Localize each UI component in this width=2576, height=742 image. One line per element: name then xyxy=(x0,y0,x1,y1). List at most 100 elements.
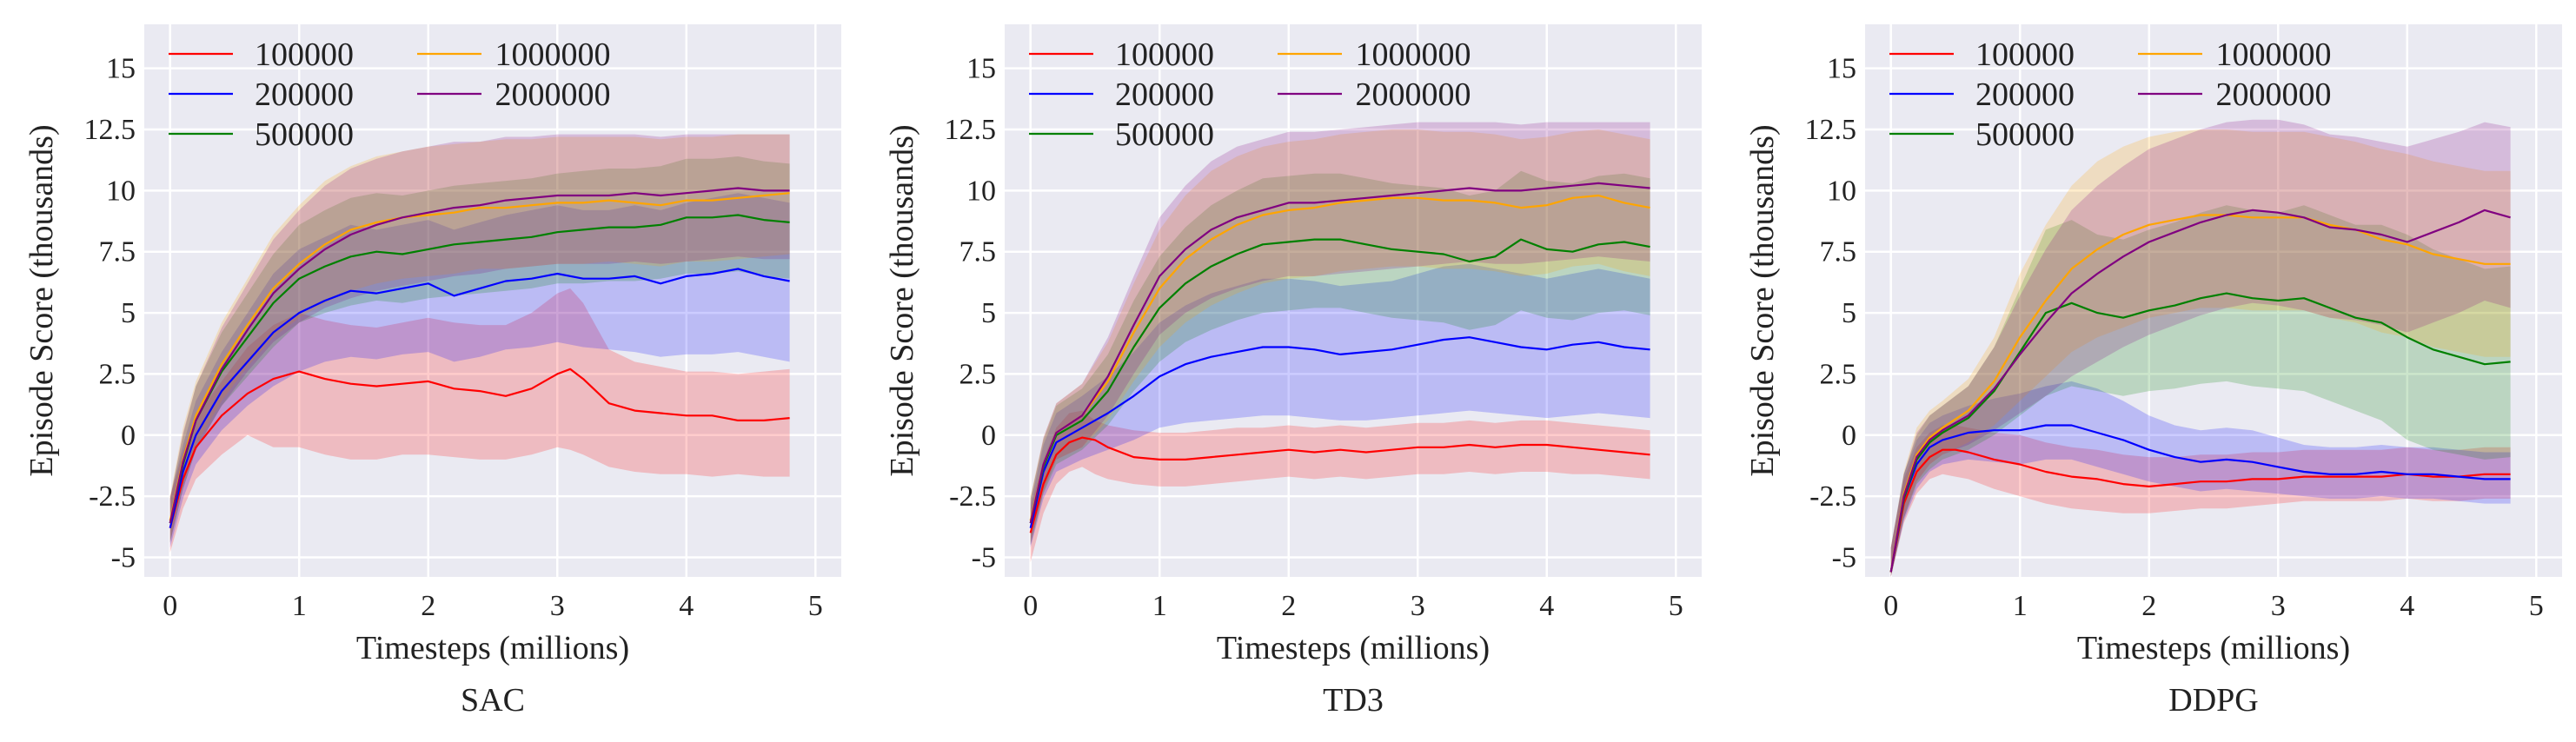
subplot-title-td3: TD3 xyxy=(1323,682,1384,719)
band-2000000 xyxy=(1030,122,1650,546)
series-line-200000 xyxy=(169,268,790,528)
series-line-100000 xyxy=(169,368,790,528)
legend-label: 100000 xyxy=(255,36,354,73)
y-tick-label: 12.5 xyxy=(945,114,997,146)
legend-item-500000: 500000 xyxy=(169,116,354,153)
legend-item-200000: 200000 xyxy=(169,76,354,113)
x-tick-label: 4 xyxy=(2400,590,2414,622)
x-tick-label: 1 xyxy=(2013,590,2028,622)
legend-label: 200000 xyxy=(255,76,354,113)
band-100000 xyxy=(169,288,790,553)
y-tick-label: 0 xyxy=(121,420,136,452)
y-tick-label: -5 xyxy=(972,541,996,573)
legend-item-2000000: 2000000 xyxy=(417,76,611,113)
x-tick-label: 5 xyxy=(1669,590,1683,622)
legend-label: 500000 xyxy=(1115,116,1214,153)
x-tick-label: 3 xyxy=(550,590,565,622)
plot-series xyxy=(169,134,790,553)
series-line-1000000 xyxy=(169,192,790,521)
band-500000 xyxy=(1890,205,2511,577)
y-tick-label: -5 xyxy=(111,541,136,573)
legend-label: 1000000 xyxy=(2216,36,2332,73)
band-500000 xyxy=(169,156,790,543)
series-line-500000 xyxy=(169,214,790,524)
plot-area xyxy=(1005,24,1702,577)
legend-label: 2000000 xyxy=(2216,76,2332,113)
legend-label: 1000000 xyxy=(495,36,611,73)
tick-labels: 0 1 2 3 4 5 -5 -2.5 0 2.5 5 7.5 10 12.5 15 xyxy=(1805,53,2544,622)
y-tick-label: 12.5 xyxy=(1805,114,1857,146)
legend-item-1000000: 1000000 xyxy=(417,36,611,73)
subplot-sac: SAC Timesteps (millions) Episode Score (… xyxy=(23,24,841,719)
band-200000 xyxy=(169,193,790,548)
series-line-1000000 xyxy=(1889,214,2511,573)
x-tick-label: 2 xyxy=(1281,590,1296,622)
plot-area xyxy=(144,24,841,577)
y-tick-label: 5 xyxy=(981,297,996,329)
y-tick-label: 15 xyxy=(966,53,996,85)
y-tick-label: 7.5 xyxy=(1820,236,1857,268)
series-line-100000 xyxy=(1889,448,2511,573)
plot-area xyxy=(1865,24,2562,577)
band-1000000 xyxy=(169,134,790,540)
band-2000000 xyxy=(169,134,790,543)
y-tick-label: 10 xyxy=(1827,175,1856,207)
series-line-2000000 xyxy=(169,187,790,524)
x-tick-label: 1 xyxy=(1152,590,1167,622)
series-line-1000000 xyxy=(1029,194,1650,521)
series-line-2000000 xyxy=(1889,209,2511,573)
legend-item-100000: 100000 xyxy=(1889,36,2075,73)
y-tick-label: 5 xyxy=(1842,297,1856,329)
series-line-500000 xyxy=(1029,238,1650,524)
series-line-500000 xyxy=(1889,292,2511,573)
legend-item-500000: 500000 xyxy=(1889,116,2075,153)
subplot-ddpg: DDPG Timesteps (millions) Episode Score … xyxy=(1744,24,2562,719)
y-tick-label: -2.5 xyxy=(89,480,136,513)
band-1000000 xyxy=(1890,129,2511,577)
legend-label: 100000 xyxy=(1975,36,2075,73)
x-tick-label: 2 xyxy=(421,590,435,622)
series-line-200000 xyxy=(1029,336,1650,528)
band-100000 xyxy=(1890,425,2511,577)
legend-item-100000: 100000 xyxy=(169,36,354,73)
legend-item-200000: 200000 xyxy=(1889,76,2075,113)
x-tick-label: 1 xyxy=(292,590,307,622)
y-tick-label: 7.5 xyxy=(99,236,136,268)
legend-item-2000000: 2000000 xyxy=(1278,76,1471,113)
band-500000 xyxy=(1030,170,1650,546)
x-axis-label-ddpg: Timesteps (millions) xyxy=(2077,630,2350,666)
y-tick-label: -5 xyxy=(1832,541,1856,573)
plot-series xyxy=(1889,119,2511,577)
legend-label: 500000 xyxy=(1975,116,2075,153)
band-200000 xyxy=(1030,263,1650,548)
grid xyxy=(1005,24,1702,577)
x-tick-label: 2 xyxy=(2141,590,2156,622)
x-tick-label: 5 xyxy=(808,590,823,622)
series-line-200000 xyxy=(1889,424,2511,573)
y-axis-label-sac: Episode Score (thousands) xyxy=(23,124,60,476)
band-100000 xyxy=(1030,410,1650,563)
legend-item-200000: 200000 xyxy=(1029,76,1214,113)
tick-labels: 0 1 2 3 4 5 -5 -2.5 0 2.5 5 7.5 10 12.5 15 xyxy=(84,53,823,622)
subplot-title-sac: SAC xyxy=(461,682,525,719)
legend-label: 200000 xyxy=(1115,76,1214,113)
legend-item-1000000: 1000000 xyxy=(1278,36,1471,73)
x-axis-label-td3: Timesteps (millions) xyxy=(1217,630,1490,666)
x-tick-label: 5 xyxy=(2529,590,2544,622)
legend-item-100000: 100000 xyxy=(1029,36,1214,73)
x-tick-label: 4 xyxy=(679,590,694,622)
legend-label: 1000000 xyxy=(1356,36,1471,73)
y-tick-label: 15 xyxy=(1827,53,1856,85)
y-tick-label: 12.5 xyxy=(84,114,136,146)
y-tick-label: 7.5 xyxy=(959,236,997,268)
band-1000000 xyxy=(1030,129,1650,543)
y-tick-label: 2.5 xyxy=(99,358,136,390)
y-tick-label: 10 xyxy=(966,175,996,207)
y-tick-label: 0 xyxy=(1842,420,1856,452)
x-axis-label-sac: Timesteps (millions) xyxy=(356,630,629,666)
y-tick-label: -2.5 xyxy=(1809,480,1856,513)
legend-label: 2000000 xyxy=(495,76,611,113)
